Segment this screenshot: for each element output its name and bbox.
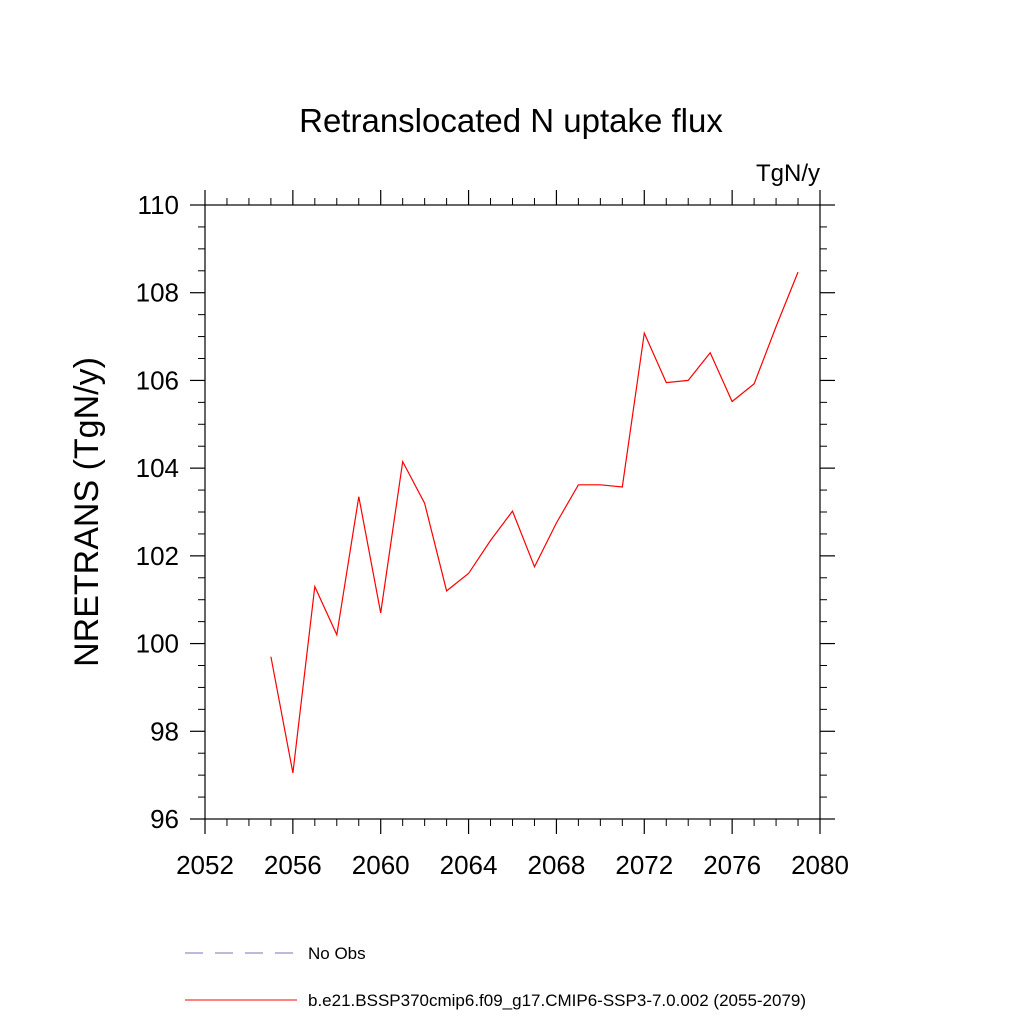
y-tick-label: 102 <box>136 541 179 571</box>
x-tick-label: 2080 <box>791 850 849 880</box>
legend: No Obs b.e21.BSSP370cmip6.f09_g17.CMIP6-S… <box>185 944 806 1010</box>
y-tick-label: 110 <box>138 190 179 220</box>
y-tick-label: 96 <box>150 804 179 834</box>
chart-title: Retranslocated N uptake flux <box>299 102 723 139</box>
legend-label: No Obs <box>308 944 366 963</box>
x-tick-label: 2052 <box>176 850 234 880</box>
y-tick-label: 104 <box>136 453 179 483</box>
y-tick-label: 106 <box>136 365 179 395</box>
tick-labels: 2052 2056 2060 2064 2068 2072 2076 2080 96 98 100 1… <box>136 190 849 880</box>
y-tick-label: 100 <box>136 629 179 659</box>
series-lines <box>270 271 799 774</box>
axis-ticks <box>190 190 835 834</box>
y-axis-label: NRETRANS (TgN/y) <box>68 357 106 667</box>
x-tick-label: 2076 <box>703 850 761 880</box>
legend-label: b.e21.BSSP370cmip6.f09_g17.CMIP6-SSP3-7.… <box>308 991 806 1010</box>
y-tick-label: 108 <box>136 278 179 308</box>
x-tick-label: 2056 <box>264 850 322 880</box>
y-tick-label: 98 <box>150 716 179 746</box>
units-label: TgN/y <box>756 160 820 187</box>
x-tick-label: 2060 <box>352 850 410 880</box>
series-line <box>270 271 799 774</box>
x-tick-label: 2064 <box>440 850 498 880</box>
x-tick-label: 2068 <box>528 850 586 880</box>
x-tick-label: 2072 <box>615 850 673 880</box>
